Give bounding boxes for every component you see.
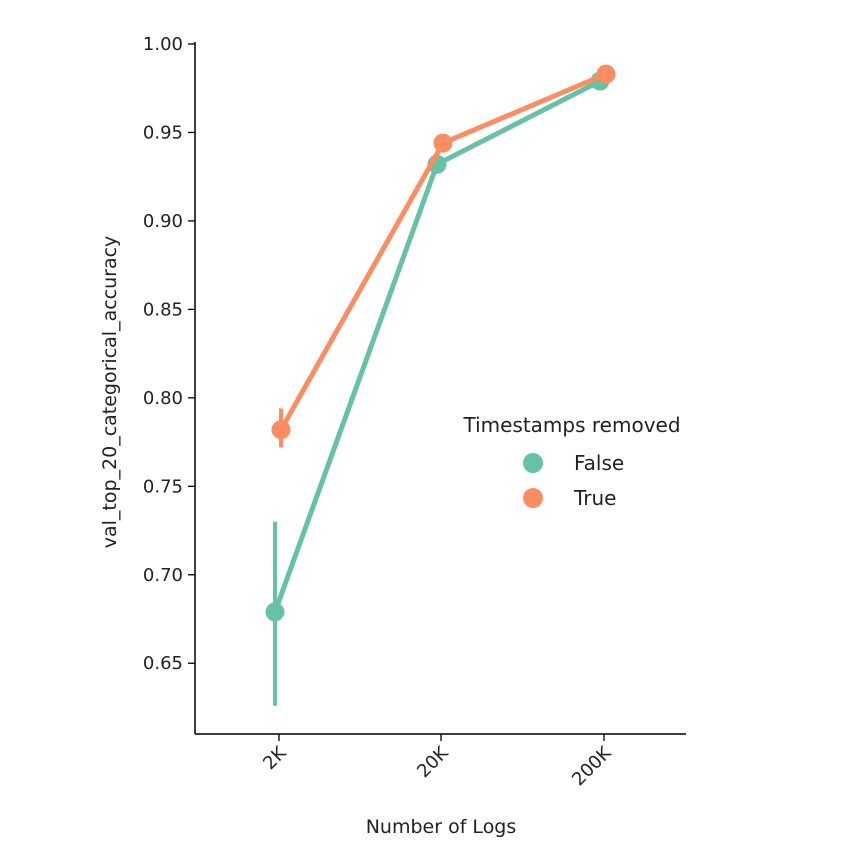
data-point	[265, 602, 285, 622]
legend-marker	[523, 453, 543, 473]
y-axis-label: val_top_20_categorical_accuracy	[99, 236, 121, 549]
series-true	[271, 64, 616, 448]
y-tick-label: 0.70	[143, 565, 183, 586]
legend-title: Timestamps removed	[462, 413, 680, 437]
y-tick-label: 0.95	[143, 122, 183, 143]
y-tick-label: 0.85	[143, 299, 183, 320]
data-point	[433, 133, 453, 153]
series-layer	[265, 64, 616, 706]
y-tick-label: 0.90	[143, 211, 183, 232]
legend-entry: False	[574, 451, 624, 475]
y-tick-label: 0.75	[143, 476, 183, 497]
series-line	[278, 71, 607, 431]
x-tick-label: 200K	[568, 742, 616, 790]
y-tick-label: 0.65	[143, 653, 183, 674]
legend-marker	[523, 488, 543, 508]
series-false	[265, 71, 610, 706]
legend-entry: True	[573, 486, 616, 510]
data-point	[271, 420, 291, 440]
legend: False True	[523, 451, 624, 510]
y-tick-label: 1.00	[143, 34, 183, 55]
x-axis-label: Number of Logs	[366, 816, 517, 838]
y-tick-label: 0.80	[143, 388, 183, 409]
x-tick-label: 2K	[259, 742, 291, 774]
x-tick-label: 20K	[413, 742, 453, 782]
data-point	[596, 64, 616, 84]
